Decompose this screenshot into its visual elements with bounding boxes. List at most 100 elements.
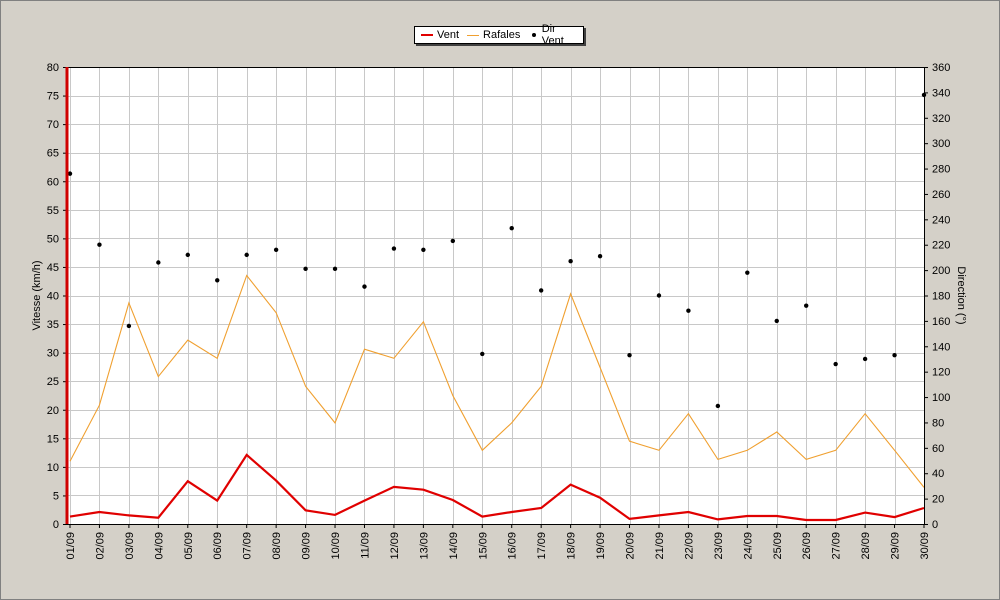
point-dir-vent bbox=[391, 246, 397, 251]
point-dir-vent bbox=[568, 259, 573, 264]
y2-tick-label: 320 bbox=[932, 113, 950, 125]
series-line-rafales bbox=[69, 274, 925, 488]
x-tick-label: 13/09 bbox=[418, 532, 430, 560]
x-tick-label: 16/09 bbox=[507, 532, 519, 560]
x-tick-label: 18/09 bbox=[566, 532, 578, 560]
x-tick-label: 19/09 bbox=[595, 532, 607, 560]
y-tick-label: 40 bbox=[47, 291, 59, 303]
point-dir-vent bbox=[126, 323, 132, 329]
x-tick-label: 29/09 bbox=[890, 532, 902, 560]
x-tick-label: 12/09 bbox=[389, 532, 401, 560]
point-dir-vent bbox=[627, 352, 632, 358]
point-dir-vent bbox=[244, 252, 249, 258]
y-tick-label: 45 bbox=[47, 262, 59, 274]
x-tick-label: 07/09 bbox=[242, 532, 254, 560]
point-dir-vent bbox=[185, 252, 190, 258]
x-tick-label: 30/09 bbox=[919, 532, 931, 560]
legend: Vent Rafales Dir Vent bbox=[414, 23, 584, 47]
x-tick-label: 27/09 bbox=[831, 532, 843, 560]
x-tick-label: 22/09 bbox=[683, 532, 695, 560]
series-layer bbox=[67, 92, 927, 522]
point-dir-vent bbox=[862, 356, 868, 362]
y2-tick-label: 60 bbox=[932, 443, 944, 455]
x-tick-label: 25/09 bbox=[772, 532, 784, 560]
x-tick-label: 28/09 bbox=[860, 532, 872, 560]
y2-tick-label: 260 bbox=[932, 189, 950, 201]
legend-vent-swatch bbox=[421, 34, 433, 36]
point-dir-vent bbox=[892, 352, 897, 358]
y-axis-right-title: Direction (°) bbox=[955, 266, 967, 324]
x-tick-label: 17/09 bbox=[536, 532, 548, 560]
legend-item-rafales: Rafales bbox=[467, 29, 520, 41]
point-dir-vent bbox=[597, 253, 603, 259]
x-tick-label: 06/09 bbox=[212, 532, 224, 560]
y-tick-label: 50 bbox=[47, 233, 59, 245]
point-dir-vent bbox=[686, 308, 691, 313]
point-dir-vent bbox=[97, 242, 102, 247]
x-tick-label: 14/09 bbox=[448, 532, 460, 560]
point-dir-vent bbox=[215, 278, 220, 283]
y2-tick-label: 360 bbox=[932, 62, 950, 74]
y2-tick-label: 280 bbox=[932, 164, 950, 176]
y-tick-label: 15 bbox=[47, 433, 59, 445]
y-tick-label: 75 bbox=[47, 91, 59, 103]
point-dir-vent bbox=[745, 270, 750, 275]
x-tick-label: 04/09 bbox=[153, 532, 165, 560]
x-tick-label: 24/09 bbox=[742, 532, 754, 560]
y2-tick-label: 160 bbox=[932, 316, 950, 328]
x-tick-label: 11/09 bbox=[359, 532, 371, 559]
point-dir-vent bbox=[303, 266, 308, 272]
x-tick-label: 05/09 bbox=[183, 532, 195, 560]
y-tick-label: 30 bbox=[47, 348, 59, 360]
point-dir-vent bbox=[480, 351, 485, 357]
y-tick-label: 10 bbox=[47, 462, 59, 474]
x-tick-label: 02/09 bbox=[94, 532, 106, 560]
y2-tick-label: 300 bbox=[932, 138, 950, 150]
x-tick-label: 21/09 bbox=[654, 532, 666, 560]
point-dir-vent bbox=[332, 266, 338, 272]
point-dir-vent bbox=[804, 303, 809, 308]
legend-item-dir-vent: Dir Vent bbox=[528, 23, 575, 47]
series-line-vent bbox=[69, 453, 925, 522]
legend-dir-vent-label: Dir Vent bbox=[541, 23, 564, 47]
point-dir-vent bbox=[538, 288, 544, 293]
y2-tick-label: 340 bbox=[932, 87, 950, 99]
legend-item-vent: Vent bbox=[421, 29, 459, 41]
y2-tick-label: 140 bbox=[932, 341, 950, 353]
y2-tick-label: 120 bbox=[932, 367, 950, 379]
y-tick-label: 0 bbox=[53, 519, 59, 531]
point-dir-vent bbox=[421, 247, 426, 252]
legend-rafales-label: Rafales bbox=[483, 29, 521, 41]
x-tick-label: 20/09 bbox=[625, 532, 637, 560]
y-tick-label: 55 bbox=[47, 205, 59, 217]
y2-tick-label: 200 bbox=[932, 265, 950, 277]
y2-tick-label: 180 bbox=[932, 291, 950, 303]
point-dir-vent bbox=[156, 260, 161, 265]
point-dir-vent bbox=[450, 238, 456, 244]
y2-tick-label: 220 bbox=[932, 240, 950, 252]
y2-tick-label: 100 bbox=[932, 392, 950, 404]
x-tick-label: 01/09 bbox=[65, 532, 77, 560]
point-dir-vent bbox=[509, 226, 514, 231]
point-dir-vent bbox=[715, 403, 721, 409]
y2-tick-label: 240 bbox=[932, 214, 950, 226]
y2-tick-label: 20 bbox=[932, 494, 944, 506]
point-dir-vent bbox=[833, 361, 838, 367]
point-dir-vent bbox=[67, 171, 73, 176]
x-tick-label: 10/09 bbox=[330, 532, 342, 560]
y-tick-label: 80 bbox=[47, 62, 59, 74]
x-tick-label: 03/09 bbox=[124, 532, 136, 560]
y2-tick-label: 40 bbox=[932, 468, 944, 480]
x-tick-label: 26/09 bbox=[801, 532, 813, 560]
y-tick-label: 65 bbox=[47, 148, 59, 160]
y-axis-left-ticks: 0 5 10 15 20 25 30 35 40 45 50 55 60 65 70 75 80 bbox=[47, 62, 67, 531]
x-tick-label: 08/09 bbox=[271, 532, 283, 560]
point-dir-vent bbox=[273, 247, 279, 252]
x-tick-label: 23/09 bbox=[713, 532, 725, 560]
y-axis-right-ticks: 0 20 40 60 80 100 120 140 160 180 200 220 240 260 280 3… bbox=[924, 62, 950, 531]
legend-vent-label: Vent bbox=[437, 29, 460, 41]
x-axis-ticks: 01/09 02/09 03/09 04/09 05/09 06/09 07/09 08/09… bbox=[65, 524, 931, 560]
legend-dir-vent-swatch bbox=[532, 33, 536, 37]
point-dir-vent bbox=[656, 293, 662, 298]
